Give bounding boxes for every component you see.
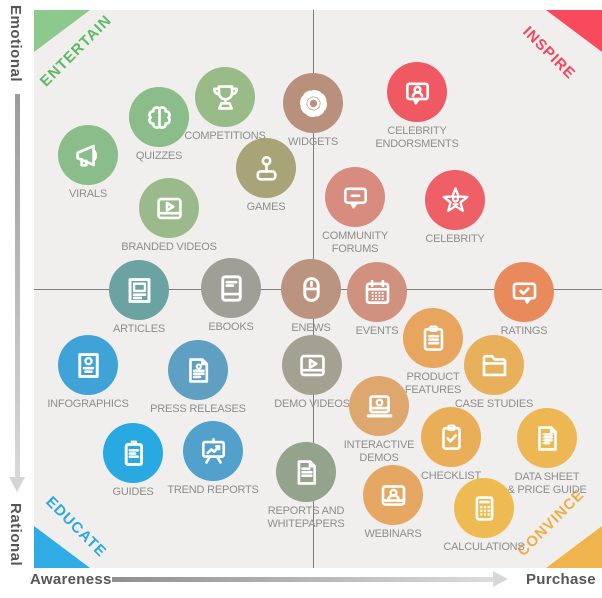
item-label-competitions: COMPETITIONS — [184, 130, 266, 142]
item-label-ratings: RATINGS — [500, 325, 548, 337]
video-player-icon — [156, 197, 182, 219]
item-label-widgets: WIDGETS — [288, 136, 338, 148]
item-label-data-sheet: DATA SHEET & PRICE GUIDE — [507, 471, 587, 496]
press-document-icon — [188, 357, 208, 383]
item-circle-events — [347, 262, 407, 322]
ebook-icon — [220, 274, 242, 302]
item-label-press-releases: PRESS RELEASES — [150, 403, 246, 415]
mouse-icon — [302, 276, 320, 302]
trophy-icon — [212, 84, 238, 110]
notepad-icon — [124, 440, 143, 466]
item-label-virals: VIRALS — [69, 188, 107, 200]
item-circle-product-features — [403, 308, 463, 368]
calendar-icon — [365, 279, 389, 304]
item-circle-widgets — [283, 73, 343, 133]
item-circle-case-studies — [464, 335, 524, 395]
gear-icon — [299, 89, 327, 117]
item-circle-ratings — [494, 262, 554, 322]
vertical-axis-arrowhead — [9, 477, 25, 492]
datasheet-icon — [537, 425, 557, 451]
item-label-quizzes: QUIZZES — [135, 150, 183, 162]
horizontal-axis-left-label: Awareness — [30, 571, 112, 588]
vertical-axis-bottom-label: Rational — [7, 503, 24, 567]
whitepaper-icon — [297, 459, 316, 485]
item-label-infographics: INFOGRAPHICS — [47, 398, 129, 410]
calculator-icon — [475, 495, 493, 521]
vertical-axis-top-label: Emotional — [7, 5, 24, 83]
item-circle-community-forums — [325, 167, 385, 227]
item-label-community-forums: COMMUNITY FORUMS — [321, 230, 389, 255]
item-circle-enews — [281, 259, 341, 319]
horizontal-axis-arrow-shaft — [112, 577, 493, 582]
item-label-enews: ENEWS — [291, 322, 331, 334]
item-label-events: EVENTS — [355, 325, 399, 337]
item-circle-games — [236, 138, 296, 198]
poster-icon — [77, 352, 99, 378]
item-circle-trend-reports — [183, 421, 243, 481]
item-circle-press-releases — [168, 340, 228, 400]
item-circle-quizzes — [129, 87, 189, 147]
joystick-icon — [255, 155, 277, 181]
item-label-demo-videos: DEMO VIDEOS — [274, 398, 350, 410]
item-circle-virals — [58, 125, 118, 185]
item-circle-articles — [109, 260, 169, 320]
speech-person-icon — [405, 81, 429, 104]
horizontal-axis-right-label: Purchase — [526, 571, 596, 588]
item-label-reports-whitepapers: REPORTS AND WHITEPAPERS — [267, 505, 345, 530]
horizontal-axis-arrowhead — [493, 571, 508, 587]
item-label-celebrity: CELEBRITY — [425, 233, 485, 245]
item-circle-demo-videos — [282, 335, 342, 395]
item-label-checklist: CHECKLIST — [421, 470, 481, 482]
framed-document-icon — [128, 277, 150, 303]
video-player-icon — [299, 354, 325, 376]
item-label-product-features: PRODUCT FEATURES — [404, 371, 462, 396]
item-label-guides: GUIDES — [112, 486, 154, 498]
item-label-articles: ARTICLES — [113, 323, 165, 335]
item-circle-calculations — [454, 478, 514, 538]
item-label-interactive-demos: INTERACTIVE DEMOS — [343, 439, 415, 464]
item-label-case-studies: CASE STUDIES — [454, 398, 534, 410]
item-label-ebooks: EBOOKS — [208, 321, 254, 333]
webinar-screen-icon — [381, 484, 405, 506]
speech-check-icon — [512, 281, 536, 304]
item-circle-ebooks — [201, 258, 261, 318]
item-circle-competitions — [195, 67, 255, 127]
vertical-axis-arrow-shaft — [15, 94, 20, 478]
item-circle-webinars — [363, 465, 423, 525]
clipboard-lines-icon — [423, 324, 443, 351]
item-circle-data-sheet — [517, 408, 577, 468]
presentation-chart-icon — [201, 437, 225, 464]
item-label-celebrity-endorsments: CELEBRITY ENDORSMENTS — [375, 125, 459, 150]
item-circle-reports-whitepapers — [276, 442, 336, 502]
speech-bubble-icon — [343, 186, 367, 208]
item-label-calculations: CALCULATIONS — [443, 541, 525, 553]
item-label-games: GAMES — [246, 201, 286, 213]
item-circle-checklist — [421, 407, 481, 467]
item-label-trend-reports: TREND REPORTS — [167, 484, 259, 496]
clipboard-check-icon — [441, 423, 461, 450]
star-person-icon — [442, 186, 468, 212]
brain-icon — [147, 105, 171, 129]
megaphone-icon — [75, 144, 97, 166]
laptop-icon — [366, 394, 392, 417]
item-circle-branded-videos — [139, 178, 199, 238]
item-circle-guides — [103, 423, 163, 483]
item-circle-interactive-demos — [349, 376, 409, 436]
item-circle-celebrity-endorsments — [387, 62, 447, 122]
item-circle-infographics — [58, 335, 118, 395]
item-circle-celebrity — [425, 170, 485, 230]
folder-icon — [482, 354, 506, 376]
item-label-branded-videos: BRANDED VIDEOS — [121, 241, 217, 253]
item-label-webinars: WEBINARS — [364, 528, 422, 540]
